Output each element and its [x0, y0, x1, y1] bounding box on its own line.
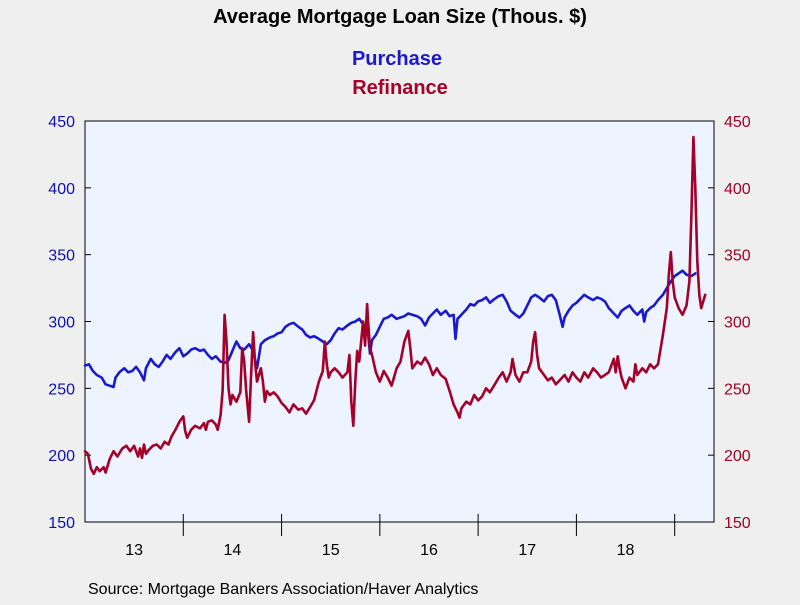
- series-line-purchase: [83, 269, 697, 389]
- y-left-tick-label: 150: [48, 515, 75, 532]
- plot-frame: [84, 120, 715, 523]
- y-right-tick-label: 150: [724, 515, 751, 532]
- axes: 150 200 250 300 350 400 450 150 200 250 300 350 400 4…: [48, 114, 751, 559]
- legend-refinance: Refinance: [352, 77, 448, 99]
- plot-area: [84, 120, 715, 523]
- x-tick-label: 15: [322, 542, 340, 559]
- x-tick-label: 16: [420, 542, 438, 559]
- y-left-tick-label: 350: [48, 248, 75, 265]
- series-lines: [83, 135, 707, 476]
- x-tick-label: 13: [125, 542, 143, 559]
- x-tick-label: 14: [224, 542, 242, 559]
- y-left-tick-label: 250: [48, 381, 75, 398]
- y-right-tick-label: 400: [724, 181, 751, 198]
- source-note: Source: Mortgage Bankers Association/Hav…: [88, 581, 478, 598]
- series-line-refinance: [83, 135, 707, 476]
- y-right-tick-label: 250: [724, 381, 751, 398]
- chart-title: Average Mortgage Loan Size (Thous. $): [213, 6, 587, 28]
- y-left-tick-label: 400: [48, 181, 75, 198]
- y-left-tick-label: 300: [48, 315, 75, 332]
- y-left-tick-label: 450: [48, 114, 75, 131]
- y-right-tick-label: 450: [724, 114, 751, 131]
- y-left-tick-label: 200: [48, 448, 75, 465]
- y-right-tick-label: 300: [724, 315, 751, 332]
- legend-purchase: Purchase: [352, 48, 442, 70]
- x-tick-label: 18: [617, 542, 635, 559]
- y-right-tick-label: 350: [724, 248, 751, 265]
- y-right-tick-label: 200: [724, 448, 751, 465]
- x-tick-label: 17: [518, 542, 536, 559]
